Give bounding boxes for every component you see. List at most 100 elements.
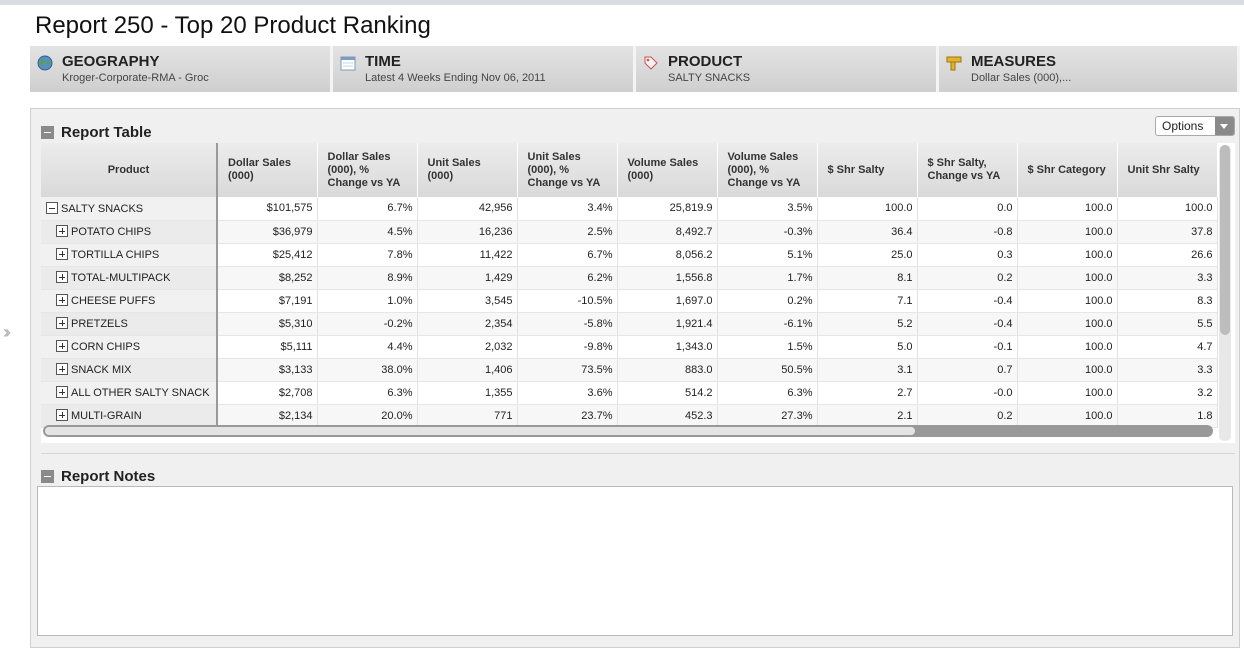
tag-icon bbox=[644, 56, 658, 70]
value-cell: 50.5% bbox=[717, 358, 818, 382]
value-cell: 25,819.9 bbox=[617, 197, 718, 221]
expand-plus-icon[interactable] bbox=[56, 409, 68, 421]
value-cell: 5.1% bbox=[717, 243, 818, 267]
value-cell: -9.8% bbox=[517, 335, 618, 359]
table-body: SALTY SNACKS $101,575 6.7% 42,956 3.4% 25,819… bbox=[41, 197, 1218, 428]
value-cell: 0.0 bbox=[917, 197, 1018, 221]
table-row[interactable]: PRETZELS $5,310 -0.2% 2,354 -5.8% 1,921.4 -6.1… bbox=[41, 312, 1218, 336]
table-row[interactable]: CORN CHIPS $5,111 4.4% 2,032 -9.8% 1,343.0 1.5… bbox=[41, 335, 1218, 359]
product-value: SALTY SNACKS bbox=[668, 72, 751, 84]
vertical-scrollbar[interactable] bbox=[1219, 145, 1231, 441]
column-header[interactable]: Unit Shr Salty bbox=[1117, 143, 1218, 197]
product-cell[interactable]: MULTI-GRAIN bbox=[41, 404, 218, 428]
expand-plus-icon[interactable] bbox=[56, 386, 68, 398]
value-cell: 4.7 bbox=[1117, 335, 1218, 359]
value-cell: 1.5% bbox=[717, 335, 818, 359]
value-cell: 1,355 bbox=[417, 381, 518, 405]
column-header[interactable]: Dollar Sales (000) bbox=[217, 143, 318, 197]
measures-selector[interactable]: MEASURES Dollar Sales (000),... bbox=[939, 46, 1240, 92]
value-cell: -10.5% bbox=[517, 289, 618, 313]
expand-plus-icon[interactable] bbox=[56, 363, 68, 375]
expand-plus-icon[interactable] bbox=[56, 340, 68, 352]
product-title: PRODUCT bbox=[668, 53, 743, 70]
value-cell: 3.4% bbox=[517, 197, 618, 221]
expand-sidebar-arrow-icon[interactable]: ›› bbox=[3, 322, 11, 342]
table-row[interactable]: TORTILLA CHIPS $25,412 7.8% 11,422 6.7% 8,056… bbox=[41, 243, 1218, 267]
value-cell: 2,354 bbox=[417, 312, 518, 336]
product-cell[interactable]: SALTY SNACKS bbox=[41, 197, 218, 221]
value-cell: 100.0 bbox=[1117, 197, 1218, 221]
value-cell: $2,708 bbox=[217, 381, 318, 405]
product-cell[interactable]: CORN CHIPS bbox=[41, 335, 218, 359]
value-cell: 0.7 bbox=[917, 358, 1018, 382]
collapse-minus-icon[interactable] bbox=[46, 201, 58, 214]
table-row[interactable]: SALTY SNACKS $101,575 6.7% 42,956 3.4% 25,819… bbox=[41, 197, 1218, 221]
value-cell: 6.3% bbox=[717, 381, 818, 405]
value-cell: 4.4% bbox=[317, 335, 418, 359]
geography-selector[interactable]: GEOGRAPHY Kroger-Corporate-RMA - Groc bbox=[30, 46, 333, 92]
product-cell[interactable]: TORTILLA CHIPS bbox=[41, 243, 218, 267]
report-notes-header[interactable]: Report Notes bbox=[41, 468, 155, 485]
product-cell[interactable]: SNACK MIX bbox=[41, 358, 218, 382]
horizontal-scroll-thumb[interactable] bbox=[45, 427, 915, 435]
time-title: TIME bbox=[365, 53, 401, 70]
column-header[interactable]: Volume Sales (000), % Change vs YA bbox=[717, 143, 818, 197]
value-cell: 7.8% bbox=[317, 243, 418, 267]
column-header[interactable]: Dollar Sales (000), % Change vs YA bbox=[317, 143, 418, 197]
time-selector[interactable]: TIME Latest 4 Weeks Ending Nov 06, 2011 bbox=[333, 46, 636, 92]
product-cell[interactable]: PRETZELS bbox=[41, 312, 218, 336]
value-cell: 3.2 bbox=[1117, 381, 1218, 405]
report-panel: Report Table Options Product Dollar Sale… bbox=[30, 108, 1240, 648]
product-cell[interactable]: TOTAL-MULTIPACK bbox=[41, 266, 218, 290]
value-cell: 8.1 bbox=[817, 266, 918, 290]
expand-plus-icon[interactable] bbox=[56, 317, 68, 329]
value-cell: 100.0 bbox=[1017, 197, 1118, 221]
value-cell: 20.0% bbox=[317, 404, 418, 428]
product-selector[interactable]: PRODUCT SALTY SNACKS bbox=[636, 46, 939, 92]
column-header[interactable]: Unit Sales (000) bbox=[417, 143, 518, 197]
column-header[interactable]: Product bbox=[41, 143, 218, 197]
value-cell: 100.0 bbox=[1017, 289, 1118, 313]
value-cell: $101,575 bbox=[217, 197, 318, 221]
table-row[interactable]: POTATO CHIPS $36,979 4.5% 16,236 2.5% 8,492.7… bbox=[41, 220, 1218, 244]
report-table-header[interactable]: Report Table bbox=[41, 124, 152, 141]
dimension-bar: GEOGRAPHY Kroger-Corporate-RMA - Groc TI… bbox=[30, 46, 1240, 92]
product-name: TOTAL-MULTIPACK bbox=[71, 272, 171, 284]
column-header[interactable]: Unit Sales (000), % Change vs YA bbox=[517, 143, 618, 197]
expand-plus-icon[interactable] bbox=[56, 271, 68, 283]
value-cell: $3,133 bbox=[217, 358, 318, 382]
value-cell: -0.8 bbox=[917, 220, 1018, 244]
product-cell[interactable]: CHEESE PUFFS bbox=[41, 289, 218, 313]
collapse-icon[interactable] bbox=[41, 470, 54, 483]
options-dropdown[interactable]: Options bbox=[1155, 116, 1235, 136]
expand-plus-icon[interactable] bbox=[56, 248, 68, 260]
table-row[interactable]: CHEESE PUFFS $7,191 1.0% 3,545 -10.5% 1,697.0… bbox=[41, 289, 1218, 313]
top-bar bbox=[0, 0, 1244, 5]
value-cell: 25.0 bbox=[817, 243, 918, 267]
value-cell: 1,343.0 bbox=[617, 335, 718, 359]
vertical-scroll-thumb[interactable] bbox=[1220, 145, 1230, 335]
geography-title: GEOGRAPHY bbox=[62, 53, 160, 70]
value-cell: 0.2% bbox=[717, 289, 818, 313]
product-cell[interactable]: POTATO CHIPS bbox=[41, 220, 218, 244]
expand-plus-icon[interactable] bbox=[56, 225, 68, 237]
product-name: CORN CHIPS bbox=[71, 341, 141, 353]
report-notes-area[interactable] bbox=[37, 486, 1233, 636]
column-header[interactable]: $ Shr Salty, Change vs YA bbox=[917, 143, 1018, 197]
horizontal-scrollbar[interactable] bbox=[43, 425, 1213, 437]
collapse-icon[interactable] bbox=[41, 126, 54, 139]
table-row[interactable]: SNACK MIX $3,133 38.0% 1,406 73.5% 883.0 50.5%… bbox=[41, 358, 1218, 382]
table-row[interactable]: MULTI-GRAIN $2,134 20.0% 771 23.7% 452.3 27.3%… bbox=[41, 404, 1218, 428]
table-row[interactable]: TOTAL-MULTIPACK $8,252 8.9% 1,429 6.2% 1,556.… bbox=[41, 266, 1218, 290]
column-header[interactable]: $ Shr Salty bbox=[817, 143, 918, 197]
column-header[interactable]: Volume Sales (000) bbox=[617, 143, 718, 197]
measures-value: Dollar Sales (000),... bbox=[971, 72, 1072, 84]
value-cell: 8.9% bbox=[317, 266, 418, 290]
column-header[interactable]: $ Shr Category bbox=[1017, 143, 1118, 197]
value-cell: 100.0 bbox=[1017, 381, 1118, 405]
product-cell[interactable]: ALL OTHER SALTY SNACK bbox=[41, 381, 218, 405]
value-cell: 1,406 bbox=[417, 358, 518, 382]
table-row[interactable]: ALL OTHER SALTY SNACK $2,708 6.3% 1,355 3.6%… bbox=[41, 381, 1218, 405]
expand-plus-icon[interactable] bbox=[56, 294, 68, 306]
ruler-icon bbox=[946, 56, 962, 71]
